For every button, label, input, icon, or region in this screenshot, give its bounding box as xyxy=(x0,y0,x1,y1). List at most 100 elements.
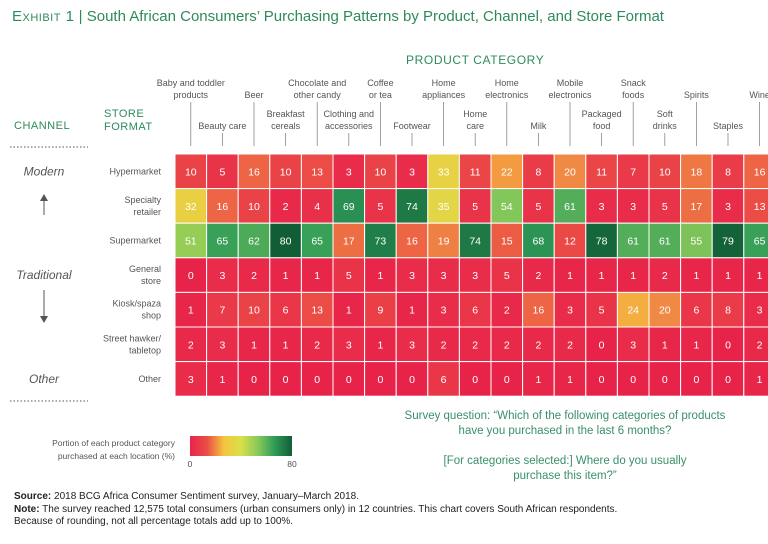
store-format-header: STORE xyxy=(104,108,144,120)
cell-value: 22 xyxy=(501,166,513,178)
heatmap-cell xyxy=(648,222,682,259)
cell-value: 6 xyxy=(472,305,478,317)
channel-label: Other xyxy=(29,372,60,386)
column-label: Coffee xyxy=(367,78,393,88)
cell-value: 54 xyxy=(501,201,513,213)
cell-value: 3 xyxy=(630,339,636,351)
cell-value: 2 xyxy=(567,339,573,351)
cell-value: 73 xyxy=(375,236,387,248)
cell-value: 74 xyxy=(469,236,481,248)
cell-value: 16 xyxy=(754,166,766,178)
arrow-up-head xyxy=(40,194,48,201)
cell-value: 61 xyxy=(659,236,671,248)
column-label: other candy xyxy=(294,90,342,100)
survey-question-line: purchase this item?” xyxy=(513,470,617,482)
column-label: electronics xyxy=(485,90,529,100)
heatmap-cell xyxy=(458,361,492,397)
legend-label: purchased at each location (%) xyxy=(58,451,175,461)
heatmap-cell xyxy=(648,153,682,190)
heatmap-cell xyxy=(553,153,587,190)
heatmap-cell xyxy=(300,222,334,259)
cell-value: 3 xyxy=(441,305,447,317)
chart-title: South African Consumers’ Purchasing Patt… xyxy=(86,8,664,25)
heatmap-cell xyxy=(237,361,271,397)
x-axis-title: PRODUCT CATEGORY xyxy=(406,53,544,67)
heatmap-cell xyxy=(680,291,713,328)
cell-value: 12 xyxy=(564,236,576,248)
row-label: Street hawker/ xyxy=(103,333,162,343)
heatmap-cell xyxy=(743,326,768,363)
heatmap-cell xyxy=(300,291,334,328)
cell-value: 1 xyxy=(409,305,415,317)
column-label: cereals xyxy=(271,121,301,131)
cell-value: 19 xyxy=(438,236,450,248)
cell-value: 13 xyxy=(311,305,323,317)
heatmap-cell xyxy=(206,222,239,259)
cell-value: 2 xyxy=(283,201,289,213)
cell-value: 51 xyxy=(185,236,197,248)
column-label: accessories xyxy=(325,121,373,131)
column-label: Soft xyxy=(657,109,674,119)
title-separator: | xyxy=(78,8,83,25)
heatmap-cell xyxy=(490,222,524,259)
cell-value: 0 xyxy=(377,374,383,386)
row-label: Specialty xyxy=(124,195,161,205)
heatmap-cell xyxy=(458,153,492,190)
note-line: Note: The survey reached 12,575 total co… xyxy=(14,504,754,517)
heatmap-cell xyxy=(395,361,429,397)
cell-value: 0 xyxy=(662,374,668,386)
cell-value: 79 xyxy=(722,236,734,248)
cell-value: 5 xyxy=(472,201,478,213)
heatmap-cell xyxy=(174,361,208,397)
heatmap-cell xyxy=(490,361,524,397)
heatmap-cell xyxy=(174,291,208,328)
heatmap-cell xyxy=(711,257,745,293)
cell-value: 65 xyxy=(311,236,323,248)
cell-value: 9 xyxy=(377,305,383,317)
cell-value: 65 xyxy=(217,236,229,248)
cell-value: 3 xyxy=(630,201,636,213)
column-label: food xyxy=(593,121,611,131)
cell-value: 1 xyxy=(630,270,636,282)
cell-value: 6 xyxy=(441,374,447,386)
cell-value: 16 xyxy=(217,201,229,213)
survey-question-line: have you purchased in the last 6 months? xyxy=(459,425,672,437)
cell-value: 3 xyxy=(567,305,573,317)
heatmap-cell xyxy=(616,222,650,259)
row-label: Other xyxy=(138,374,161,384)
cell-value: 69 xyxy=(343,201,355,213)
cell-value: 3 xyxy=(599,201,605,213)
cell-value: 1 xyxy=(567,270,573,282)
cell-value: 35 xyxy=(438,201,450,213)
heatmap-cell xyxy=(553,291,587,328)
heatmap-cell xyxy=(743,153,768,190)
cell-value: 2 xyxy=(188,339,194,351)
cell-value: 5 xyxy=(535,201,541,213)
heatmap-cell xyxy=(490,153,524,190)
cell-value: 1 xyxy=(535,374,541,386)
cell-value: 10 xyxy=(248,305,260,317)
heatmap-cell xyxy=(300,257,334,293)
heatmap-cell xyxy=(743,188,768,224)
cell-value: 10 xyxy=(280,166,292,178)
cell-value: 1 xyxy=(283,270,289,282)
heatmap-cell xyxy=(680,361,713,397)
cell-value: 1 xyxy=(314,270,320,282)
heatmap-cell xyxy=(332,222,366,259)
cell-value: 2 xyxy=(441,339,447,351)
cell-value: 0 xyxy=(725,339,731,351)
column-label: Wine xyxy=(749,90,768,100)
cell-value: 1 xyxy=(693,270,699,282)
cell-value: 1 xyxy=(693,339,699,351)
heatmap-cell xyxy=(237,326,271,363)
store-format-header: FORMAT xyxy=(104,121,153,133)
source-label: Source: xyxy=(14,491,52,502)
heatmap-cell xyxy=(680,326,713,363)
heatmap-cell xyxy=(206,153,239,190)
cell-value: 3 xyxy=(188,374,194,386)
cell-value: 7 xyxy=(219,305,225,317)
cell-value: 32 xyxy=(185,201,197,213)
cell-value: 1 xyxy=(757,374,763,386)
cell-value: 1 xyxy=(377,339,383,351)
note-text: The survey reached 12,575 total consumer… xyxy=(42,503,618,515)
